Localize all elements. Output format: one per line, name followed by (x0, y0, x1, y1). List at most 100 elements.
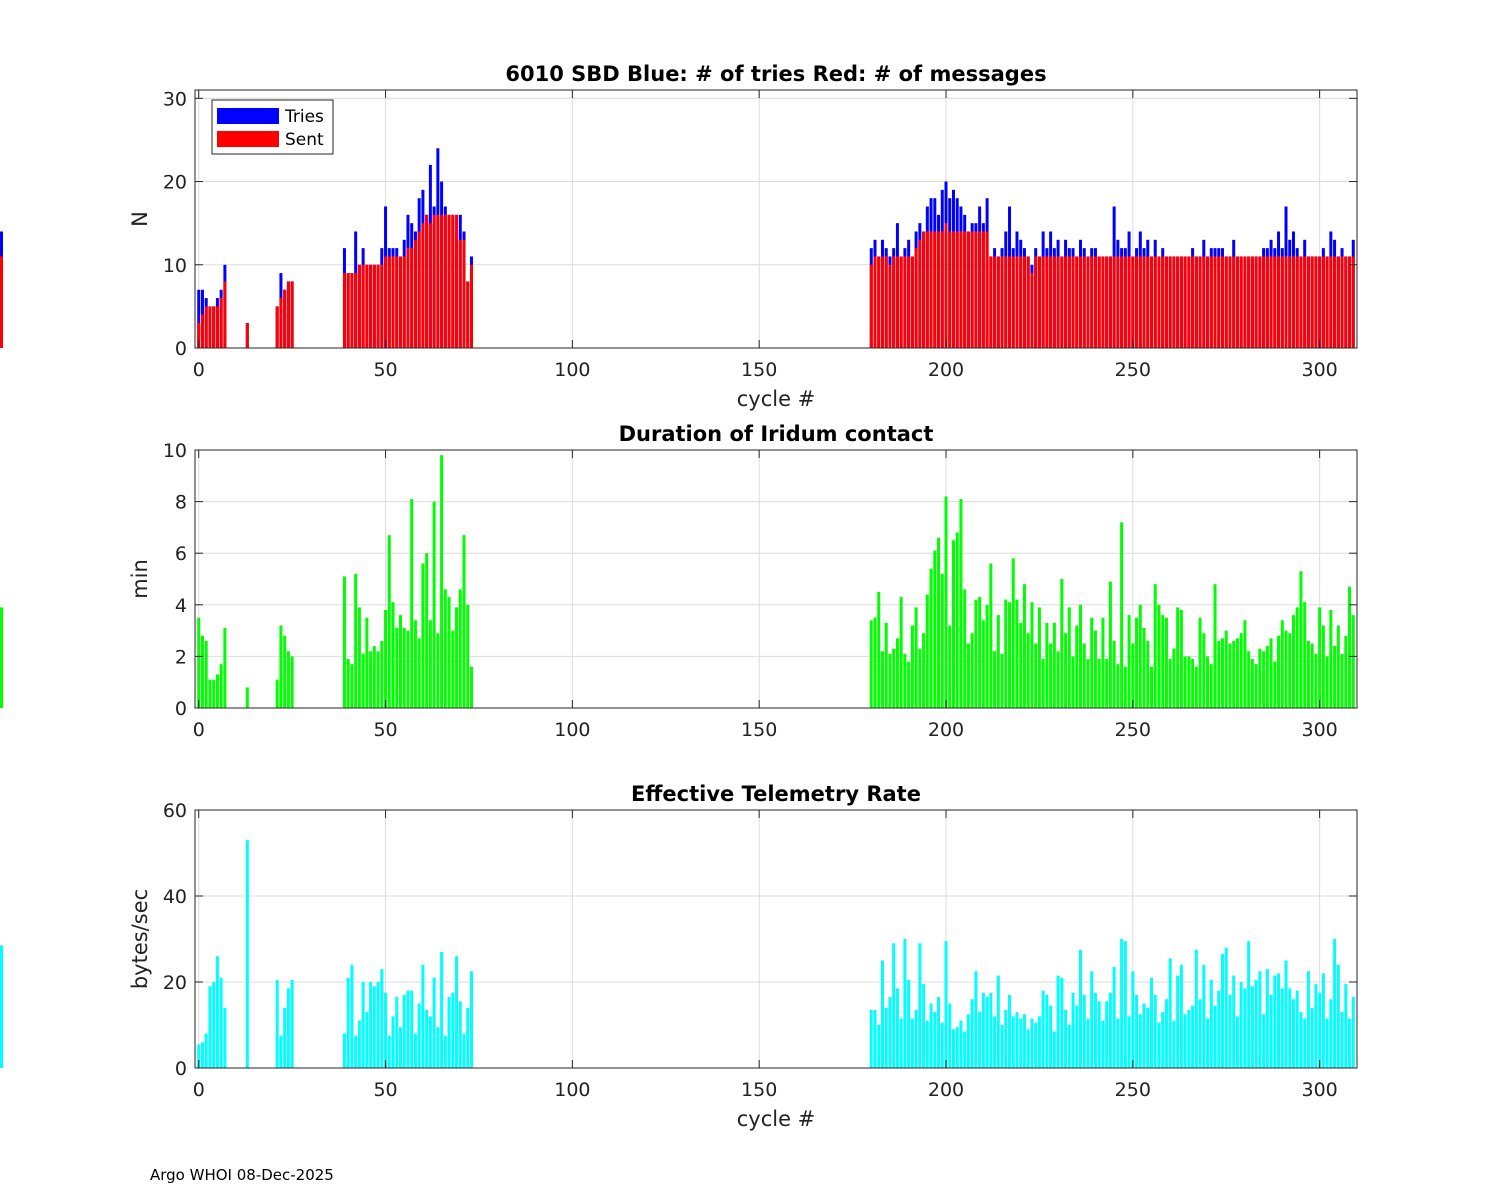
bar (1123, 666, 1127, 708)
bar (869, 620, 873, 708)
bar (208, 986, 212, 1068)
bar (1112, 640, 1116, 708)
bar (1217, 990, 1221, 1068)
bar (357, 607, 361, 708)
bar (380, 969, 384, 1068)
bar (914, 607, 918, 708)
bar (963, 1031, 967, 1068)
bar-sent (1228, 256, 1232, 348)
bar-sent (1329, 256, 1333, 348)
bar (425, 553, 429, 708)
x-axis-label: cycle # (737, 387, 816, 411)
bar (204, 640, 208, 708)
bar (1262, 651, 1266, 708)
bar-sent (455, 214, 459, 348)
bar (1179, 609, 1183, 708)
bar-sent (869, 264, 873, 348)
bar (1321, 625, 1325, 708)
bar (918, 943, 922, 1068)
x-tick-label: 200 (928, 359, 964, 381)
bar-sent (1235, 256, 1239, 348)
bar (346, 977, 350, 1068)
bar-sent (1209, 256, 1213, 348)
bar-sent (1220, 256, 1224, 348)
bar (951, 540, 955, 708)
x-tick-label: 150 (741, 359, 777, 381)
bar (443, 589, 447, 708)
bar (1280, 620, 1284, 708)
bar (877, 591, 881, 708)
bar (458, 589, 462, 708)
bar (940, 1022, 944, 1068)
bar (399, 1027, 402, 1068)
bar (1120, 939, 1124, 1068)
bar (1176, 607, 1180, 708)
y-tick-label: 0 (175, 338, 187, 360)
x-tick-label: 100 (554, 1079, 590, 1101)
bar (391, 1016, 395, 1068)
bar-sent (212, 306, 216, 348)
bar (204, 1033, 208, 1068)
bar-sent (1086, 256, 1090, 348)
bar (955, 532, 959, 708)
bar (892, 943, 896, 1068)
bar-sent (910, 256, 914, 348)
bar-sent (914, 248, 918, 348)
bar (940, 573, 944, 708)
bar-sent (443, 214, 447, 348)
bar (413, 1033, 417, 1068)
bar (1209, 979, 1213, 1068)
bar (959, 499, 963, 708)
bar-sent (1060, 256, 1064, 348)
bar-sent (1172, 256, 1176, 348)
bar-sent (1097, 256, 1101, 348)
bar-sent (219, 298, 223, 348)
bar-sent (877, 256, 881, 348)
bar-sent (1243, 256, 1247, 348)
bar (1034, 1022, 1038, 1068)
bar (1228, 643, 1232, 708)
bar (1202, 964, 1206, 1068)
bar (1351, 615, 1355, 708)
y-tick-label: 8 (175, 492, 187, 514)
bar-sent (1161, 256, 1165, 348)
bar (1022, 584, 1026, 708)
bar-sent (458, 239, 462, 348)
bar (1097, 658, 1101, 708)
bar-sent (1071, 256, 1075, 348)
bar (1008, 994, 1012, 1068)
bar (1340, 1012, 1344, 1068)
bar-sent (940, 231, 944, 348)
bar (1224, 630, 1228, 708)
bar (1146, 640, 1150, 708)
x-tick-label: 0 (193, 1079, 205, 1101)
bar (1291, 999, 1295, 1068)
bar (1056, 975, 1060, 1068)
bar (925, 1020, 929, 1068)
bar-sent (425, 214, 429, 348)
bar-sent (1123, 256, 1127, 348)
bar-sent (1052, 256, 1056, 348)
bar (425, 1009, 429, 1068)
bar (1224, 947, 1228, 1068)
bar (1131, 971, 1135, 1068)
bar-sent (1224, 256, 1228, 348)
bar (1206, 656, 1210, 708)
bar (1329, 609, 1333, 708)
bar-sent (395, 256, 399, 348)
bar-sent (993, 256, 997, 348)
bar (406, 990, 410, 1068)
bar (996, 615, 1000, 708)
bar-sent (1153, 256, 1157, 348)
bar (1235, 1016, 1239, 1068)
bar (1135, 994, 1139, 1068)
bar-sent (440, 214, 444, 348)
bar (1284, 960, 1288, 1068)
bar (1187, 656, 1191, 708)
bar (1127, 615, 1131, 708)
bar (1202, 633, 1206, 708)
bar-sent (1112, 256, 1116, 348)
bar-sent (436, 214, 440, 348)
y-axis-label: min (128, 559, 152, 599)
y-tick-label: 30 (163, 88, 187, 110)
